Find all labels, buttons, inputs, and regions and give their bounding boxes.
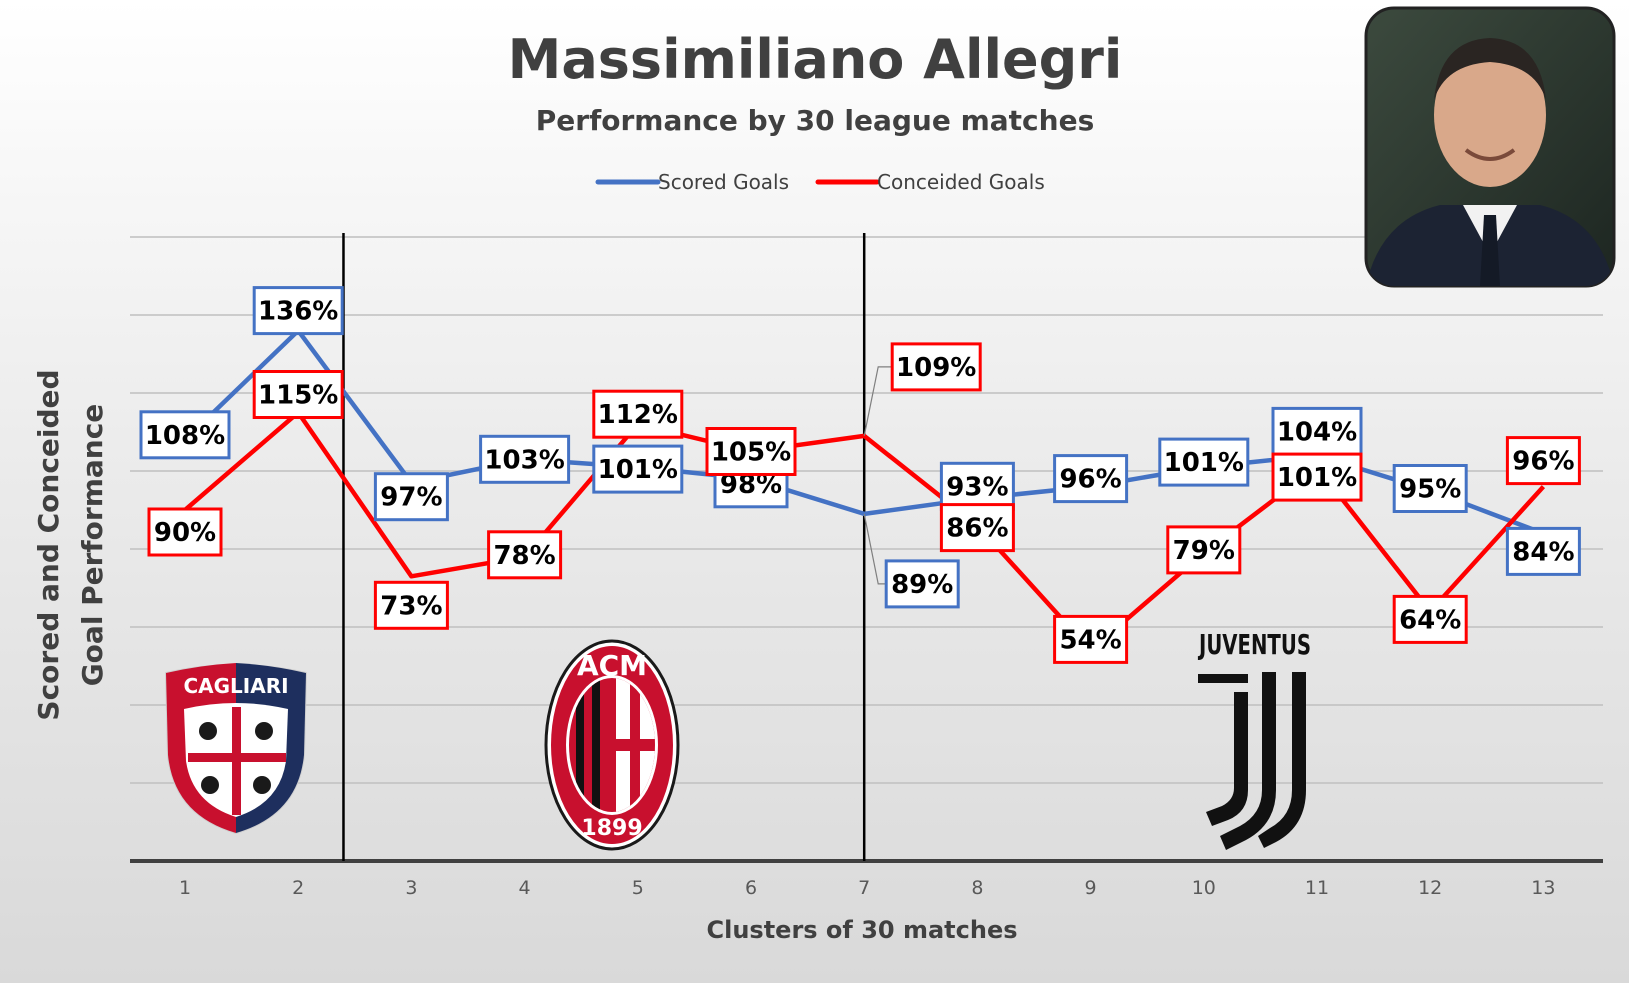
data-label-box-1: [939, 503, 1015, 553]
chart-title: Massimiliano Allegri: [508, 28, 1123, 91]
data-label-0: 104%: [1277, 417, 1357, 447]
data-label-box-0: [884, 559, 960, 609]
team-separators: [342, 233, 866, 861]
data-label-1: 64%: [1399, 605, 1461, 635]
data-label-box-0: [1271, 406, 1363, 456]
gridlines: [130, 236, 1603, 784]
data-label-0: 96%: [1059, 465, 1121, 495]
data-labels: 108%136%97%103% 101% 98%89%93% 96%101%104%9…: [139, 286, 1581, 664]
juventus-logo: JUVENTUS: [1198, 628, 1311, 850]
data-label-box-1: [373, 580, 449, 630]
data-label-0: 93%: [946, 472, 1008, 502]
x-tick-label: 3: [405, 877, 417, 899]
data-label-box-1: [705, 427, 797, 476]
x-tick-label: 6: [745, 877, 757, 899]
data-label-1: 54%: [1059, 625, 1121, 655]
y-axis-title-line1: Scored and Conceided: [32, 369, 65, 720]
data-label-1: 86%: [946, 514, 1008, 544]
cagliari-logo: CAGLIARI: [164, 663, 308, 835]
juventus-logo-text: JUVENTUS: [1198, 628, 1311, 661]
x-axis-ticks: 1 2 3 4 5 6 7 8 9 10 11 12 13: [179, 877, 1556, 899]
data-label-box-1: [592, 389, 684, 439]
data-label-0: 136%: [258, 297, 338, 327]
data-label-0: 101%: [598, 455, 678, 485]
data-label-box-0: [139, 410, 231, 460]
data-label-0: 89%: [891, 570, 953, 600]
chart-subtitle: Performance by 30 league matches: [536, 104, 1094, 137]
data-label-1: 109%: [896, 353, 976, 383]
legend-label-scored: Scored Goals: [658, 170, 789, 194]
data-label-box-1: [890, 342, 982, 392]
data-label-box-0: [252, 286, 344, 336]
data-label-0: 95%: [1399, 475, 1461, 505]
cagliari-logo-text: CAGLIARI: [183, 674, 288, 698]
data-label-1: 90%: [154, 518, 216, 548]
data-label-1: 73%: [380, 591, 442, 621]
leader-line: [863, 366, 893, 437]
data-label-box-1: [1505, 436, 1581, 486]
x-tick-label: 5: [632, 877, 644, 899]
data-label-0: 101%: [1164, 448, 1244, 478]
x-tick-label: 1: [179, 877, 191, 899]
data-label-box-1: [1166, 525, 1242, 575]
milan-logo: ACM 1899: [544, 639, 680, 851]
data-label-0: 108%: [145, 421, 225, 451]
legend-label-conceded: Conceided Goals: [877, 170, 1045, 194]
y-axis-title-line2: Goal Performance: [76, 404, 109, 687]
data-label-box-0: [479, 434, 571, 484]
leader-line: [863, 513, 887, 585]
data-label-box-1: [1053, 614, 1129, 664]
legend: Scored Goals Conceided Goals: [595, 170, 1045, 194]
data-label-0: 97%: [380, 483, 442, 513]
x-tick-label: 4: [519, 877, 531, 899]
data-label-1: 78%: [493, 541, 555, 571]
data-label-0: 103%: [484, 445, 564, 475]
data-label-box-0: [1392, 464, 1468, 513]
milan-logo-year: 1899: [581, 816, 642, 841]
data-label-box-0: [592, 444, 684, 494]
x-tick-label: 8: [971, 877, 983, 899]
data-label-1: 79%: [1173, 536, 1235, 566]
x-tick-label: 2: [292, 877, 304, 899]
data-label-1: 96%: [1512, 447, 1574, 477]
data-label-box-1: [252, 370, 344, 419]
data-label-1: 112%: [598, 400, 678, 430]
leader-lines: [863, 366, 893, 585]
y-axis-title: Scored and Conceided Goal Performance: [32, 369, 109, 720]
x-tick-label: 9: [1085, 877, 1097, 899]
x-tick-label: 12: [1418, 877, 1442, 899]
data-label-1: 105%: [711, 438, 791, 468]
x-axis-title: Clusters of 30 matches: [706, 916, 1017, 944]
data-label-box-1: [1392, 594, 1468, 644]
milan-logo-text: ACM: [577, 649, 647, 682]
data-label-box-0: [1505, 526, 1581, 576]
data-label-box-0: [939, 461, 1015, 511]
data-label-box-1: [487, 530, 563, 580]
data-label-1: 115%: [258, 381, 338, 411]
data-label-1: 101%: [1277, 463, 1357, 493]
y-axis-title-text: Scored and Conceided Goal Performance: [32, 369, 109, 720]
data-label-box-1: [147, 507, 223, 557]
data-label-0: 84%: [1512, 537, 1574, 567]
x-tick-label: 7: [858, 877, 870, 899]
data-label-box-1: [1271, 452, 1363, 502]
x-tick-label: 10: [1192, 877, 1216, 899]
data-label-box-0: [373, 472, 449, 522]
x-tick-label: 11: [1305, 877, 1329, 899]
manager-photo: [1364, 6, 1616, 288]
x-tick-label: 13: [1531, 877, 1555, 899]
data-label-box-0: [1053, 454, 1129, 504]
data-label-box-0: [1158, 437, 1250, 487]
